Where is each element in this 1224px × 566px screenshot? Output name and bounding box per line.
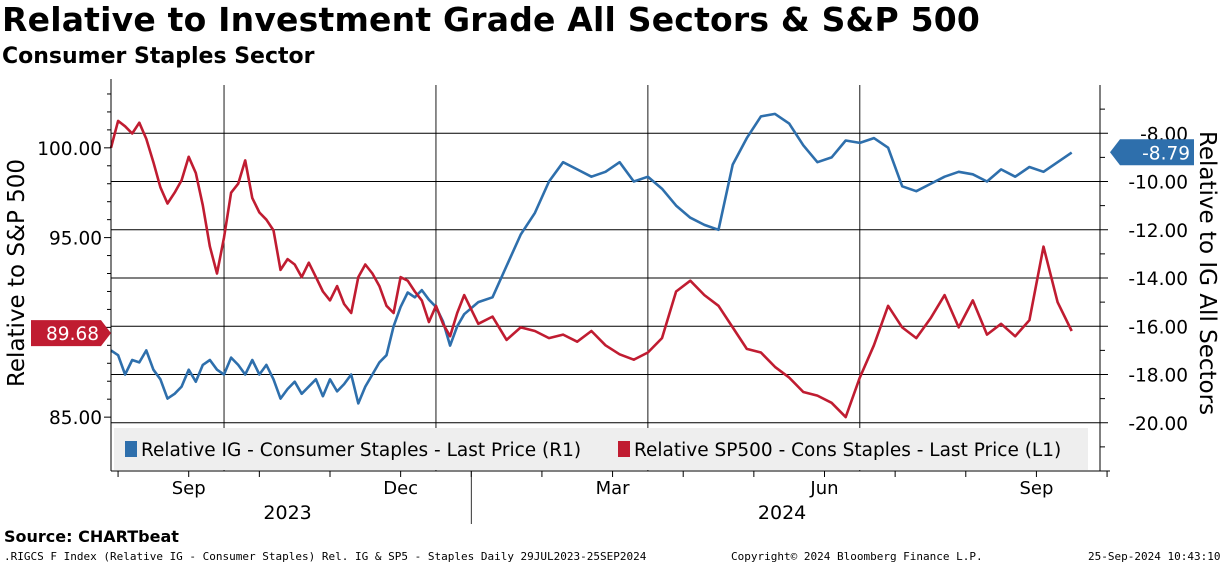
chart-subtitle: Consumer Staples Sector	[2, 44, 315, 69]
chart-title: Relative to Investment Grade All Sectors…	[2, 0, 981, 39]
axes: -8.00-10.00-12.00-14.00-16.00-18.00-20.0…	[4, 79, 1220, 524]
year-label: 2024	[758, 502, 806, 524]
last-value-tag-sp500	[31, 320, 111, 347]
right-tick-label: -10.00	[1128, 173, 1188, 194]
legend-box	[114, 428, 1088, 470]
right-tick-label: -18.00	[1128, 366, 1188, 387]
right-tick-label: -12.00	[1128, 221, 1188, 242]
x-tick-label: Mar	[596, 478, 631, 499]
legend: Relative IG - Consumer Staples - Last Pr…	[114, 428, 1088, 470]
source-label: Source: CHARTbeat	[4, 527, 179, 546]
x-tick-label: Sep	[1019, 478, 1053, 499]
last-value-label-sp500: 89.68	[46, 324, 99, 345]
x-tick-label: Dec	[383, 478, 418, 499]
legend-swatch	[125, 441, 137, 457]
last-value-tag-ig	[1110, 139, 1194, 166]
series-line-ig	[110, 112, 1073, 405]
series-layer	[109, 112, 1073, 419]
timestamp: 25-Sep-2024 10:43:10	[1088, 550, 1221, 563]
left-axis-title: Relative to S&P 500	[4, 159, 30, 387]
grid-lines	[111, 85, 1100, 471]
left-tick-label: 85.00	[49, 408, 102, 429]
right-axis-title: Relative to IG All Sectors	[1194, 131, 1220, 415]
legend-entry-label: Relative IG - Consumer Staples - Last Pr…	[141, 440, 581, 461]
last-value-label-ig: -8.79	[1142, 143, 1190, 164]
copyright: Copyright© 2024 Bloomberg Finance L.P.	[731, 550, 983, 563]
series-line-sp500	[109, 119, 1073, 419]
left-tick-label: 100.00	[37, 139, 102, 160]
x-tick-label: Sep	[172, 478, 206, 499]
legend-entry-label: Relative SP500 - Cons Staples - Last Pri…	[634, 440, 1061, 461]
x-tick-label: Jun	[809, 478, 838, 499]
left-tick-label: 95.00	[49, 229, 102, 250]
legend-swatch	[618, 441, 630, 457]
right-tick-label: -14.00	[1128, 269, 1188, 290]
right-tick-label: -16.00	[1128, 317, 1188, 338]
year-label: 2023	[263, 502, 311, 524]
right-tick-label: -20.00	[1128, 414, 1188, 435]
index-description: .RIGCS F Index (Relative IG - Consumer S…	[4, 550, 647, 563]
